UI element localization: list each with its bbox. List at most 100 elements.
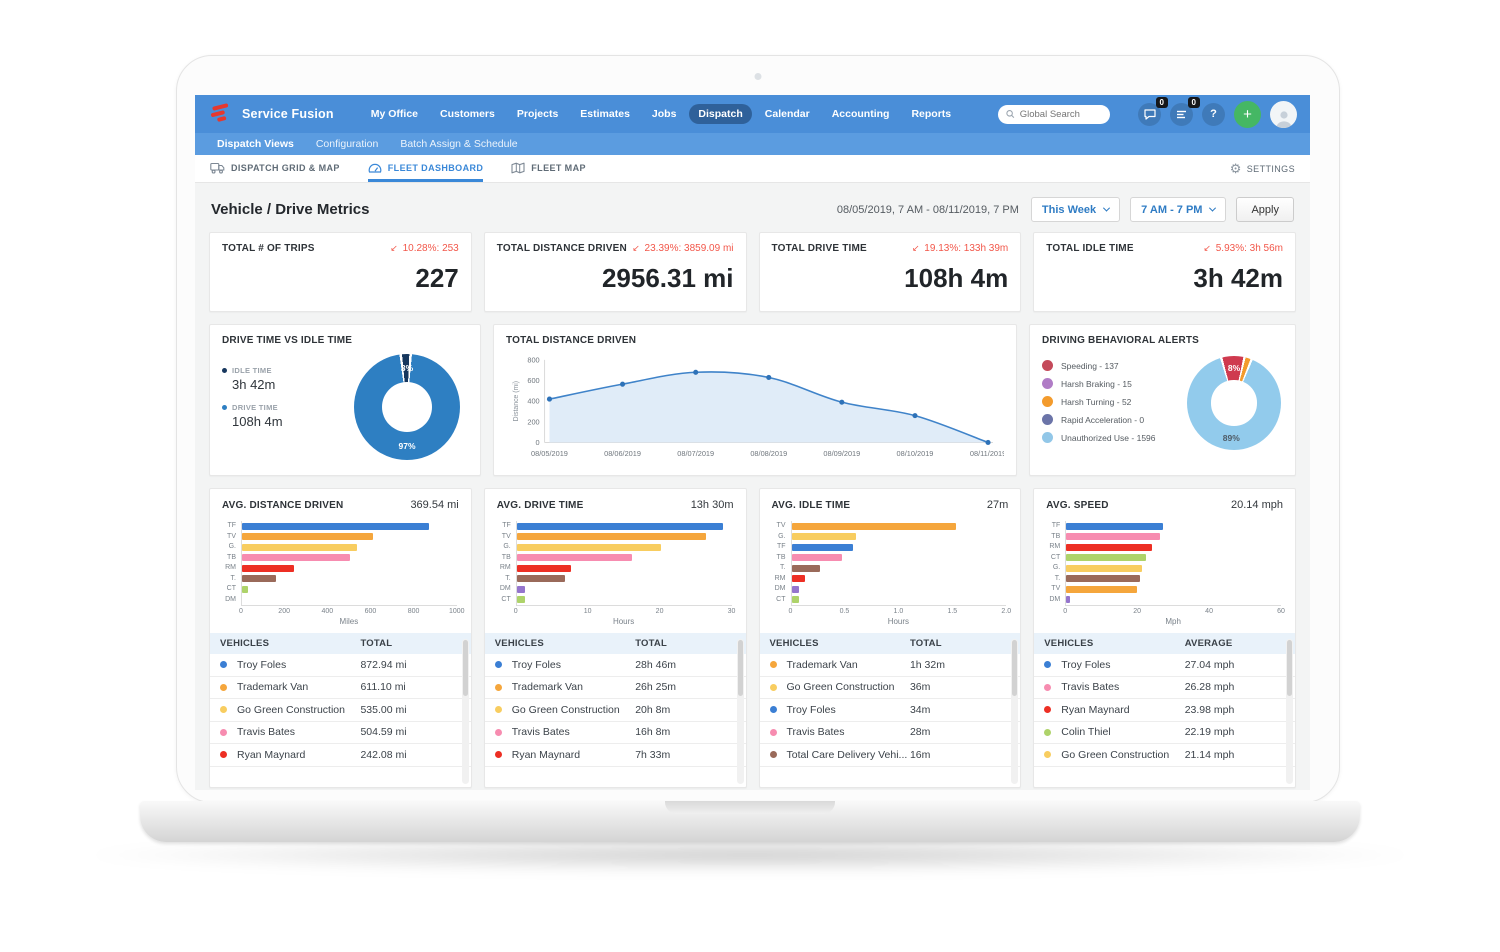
- table-cell-value: 20h 8m: [635, 703, 671, 716]
- global-search[interactable]: [998, 104, 1111, 124]
- scrollbar-thumb[interactable]: [1012, 640, 1018, 696]
- tab-fleet-map[interactable]: FLEET MAP: [511, 155, 586, 182]
- table-row[interactable]: Troy Foles 34m: [759, 699, 1021, 722]
- table-row[interactable]: Go Green Construction 36m: [759, 677, 1021, 699]
- table-row[interactable]: Travis Bates 504.59 mi: [210, 722, 471, 744]
- table-scrollbar[interactable]: [1286, 639, 1293, 784]
- subnav-item-batch-assign-schedule[interactable]: Batch Assign & Schedule: [400, 138, 518, 150]
- legend-label: DRIVE TIME: [222, 403, 318, 412]
- table-header-value: TOTAL: [909, 638, 942, 649]
- table-row[interactable]: Total Care Delivery Vehi... 16m: [759, 744, 1021, 767]
- nav-item-customers[interactable]: Customers: [440, 108, 495, 120]
- table-row[interactable]: Travis Bates 28m: [759, 722, 1021, 744]
- table-row[interactable]: Ryan Maynard 23.98 mph: [1034, 699, 1295, 722]
- table-cell-value: 611.10 mi: [360, 681, 406, 694]
- table-cell-vehicle: Ryan Maynard: [220, 749, 360, 761]
- axis-tick: 2.0: [1001, 608, 1012, 615]
- help-button[interactable]: ?: [1202, 102, 1225, 126]
- subnav-item-configuration[interactable]: Configuration: [315, 138, 379, 150]
- nav-item-accounting[interactable]: Accounting: [831, 108, 890, 120]
- table-row[interactable]: Go Green Construction 20h 8m: [484, 699, 746, 722]
- table-row[interactable]: Troy Foles 28h 46m: [484, 654, 746, 677]
- tab-dispatch-grid-map[interactable]: DISPATCH GRID & MAP: [210, 155, 340, 182]
- category-label: CT: [501, 595, 511, 603]
- user-avatar[interactable]: [1270, 100, 1297, 128]
- bar-chart-xaxis: 0 200 400 600 800 1000: [239, 606, 464, 617]
- table-scrollbar[interactable]: [1011, 639, 1019, 784]
- activity-button[interactable]: 0: [1170, 96, 1200, 126]
- nav-item-estimates[interactable]: Estimates: [580, 108, 630, 120]
- bar-chart-plot: [515, 521, 732, 606]
- table-cell-value: 16m: [909, 748, 931, 761]
- settings-label: SETTINGS: [1246, 163, 1295, 174]
- page-header: Vehicle / Drive Metrics 08/05/2019, 7 AM…: [211, 197, 1294, 222]
- table-cell-vehicle: Troy Foles: [1044, 659, 1184, 671]
- bar-wrap: [242, 542, 457, 553]
- axis-tick: 0: [1063, 608, 1068, 615]
- brand[interactable]: Service Fusion: [208, 103, 334, 125]
- distance-trend-chart: Distance (mi) 0 200 400 600 800 08/05/2019 08/0…: [513, 355, 1006, 458]
- metric-headline-value: 27m: [986, 499, 1009, 511]
- table-cell-value: 21.14 mph: [1184, 748, 1235, 761]
- table-cell-value: 26h 25m: [635, 681, 677, 694]
- time-filter-select[interactable]: 7 AM - 7 PM: [1130, 197, 1227, 222]
- kpi-top: TOTAL # OF TRIPS ↙ 10.28%: 253: [222, 243, 459, 254]
- table-row[interactable]: Troy Foles 872.94 mi: [210, 654, 471, 677]
- card-title: AVG. DRIVE TIME: [496, 500, 584, 511]
- table-row[interactable]: Ryan Maynard 242.08 mi: [210, 744, 471, 767]
- nav-item-jobs[interactable]: Jobs: [651, 108, 677, 120]
- table-row[interactable]: Go Green Construction 21.14 mph: [1034, 744, 1295, 767]
- bar-wrap: [791, 542, 1007, 553]
- table-header-row: VEHICLES TOTAL: [210, 633, 471, 654]
- add-button[interactable]: +: [1234, 100, 1261, 128]
- metric-card-header: AVG. SPEED 20.14 mph: [1034, 489, 1295, 513]
- kpi-label: TOTAL # OF TRIPS: [222, 243, 315, 254]
- nav-item-dispatch[interactable]: Dispatch: [689, 104, 752, 124]
- week-filter-select[interactable]: This Week: [1030, 197, 1121, 222]
- scrollbar-thumb[interactable]: [462, 640, 468, 696]
- table-row[interactable]: Ryan Maynard 7h 33m: [484, 744, 746, 767]
- apply-button[interactable]: Apply: [1236, 197, 1294, 222]
- category-label: G.: [228, 543, 236, 550]
- vehicle-color-dot: [769, 728, 777, 736]
- scrollbar-thumb[interactable]: [1287, 640, 1292, 696]
- table-scrollbar[interactable]: [736, 639, 744, 784]
- metric-cards-row: AVG. DISTANCE DRIVEN 369.54 mi TF TV G. TB RM T…: [209, 488, 1296, 788]
- table-row[interactable]: Colin Thiel 22.19 mph: [1034, 722, 1295, 744]
- bar: [516, 564, 571, 572]
- table-row[interactable]: Trademark Van 611.10 mi: [210, 677, 471, 699]
- nav-item-my-office[interactable]: My Office: [370, 108, 418, 120]
- nav-item-reports[interactable]: Reports: [911, 108, 952, 120]
- slice-label: 89%: [1222, 432, 1240, 443]
- nav-item-projects[interactable]: Projects: [516, 108, 559, 120]
- table-row[interactable]: Travis Bates 26.28 mph: [1034, 677, 1295, 699]
- messages-button[interactable]: 0: [1138, 96, 1168, 126]
- table-header-vehicles: VEHICLES: [769, 638, 819, 649]
- settings-button[interactable]: ⚙ SETTINGS: [1230, 155, 1295, 182]
- week-filter-value: This Week: [1041, 203, 1097, 216]
- table-row[interactable]: Trademark Van 1h 32m: [759, 654, 1021, 677]
- scrollbar-thumb[interactable]: [737, 640, 743, 696]
- vehicles-table: VEHICLES TOTAL Trademark Van 1h 32m Go Green…: [759, 633, 1021, 767]
- table-cell-vehicle: Travis Bates: [220, 726, 360, 738]
- vehicle-color-dot: [220, 683, 227, 691]
- table-row[interactable]: Travis Bates 16h 8m: [484, 722, 746, 744]
- nav-item-calendar[interactable]: Calendar: [764, 108, 810, 120]
- search-input[interactable]: [1019, 108, 1103, 120]
- legend-item: Speeding - 137: [1042, 360, 1156, 371]
- bar-wrap: [1066, 595, 1281, 606]
- table-cell-value: 504.59 mi: [360, 726, 407, 739]
- table-row[interactable]: Trademark Van 26h 25m: [484, 677, 746, 699]
- tab-fleet-dashboard[interactable]: FLEET DASHBOARD: [367, 155, 484, 182]
- legend-dot: [1042, 378, 1053, 389]
- bar: [791, 575, 806, 583]
- bar: [516, 596, 525, 604]
- table-scrollbar[interactable]: [461, 639, 469, 784]
- category-label: DM: [1049, 595, 1061, 603]
- subnav-item-dispatch-views[interactable]: Dispatch Views: [217, 138, 294, 150]
- table-row[interactable]: Troy Foles 27.04 mph: [1034, 654, 1295, 677]
- table-row[interactable]: Go Green Construction 535.00 mi: [210, 699, 471, 722]
- table-header-row: VEHICLES TOTAL: [484, 633, 746, 654]
- svg-text:08/10/2019: 08/10/2019: [897, 449, 934, 458]
- vehicle-color-dot: [769, 661, 777, 669]
